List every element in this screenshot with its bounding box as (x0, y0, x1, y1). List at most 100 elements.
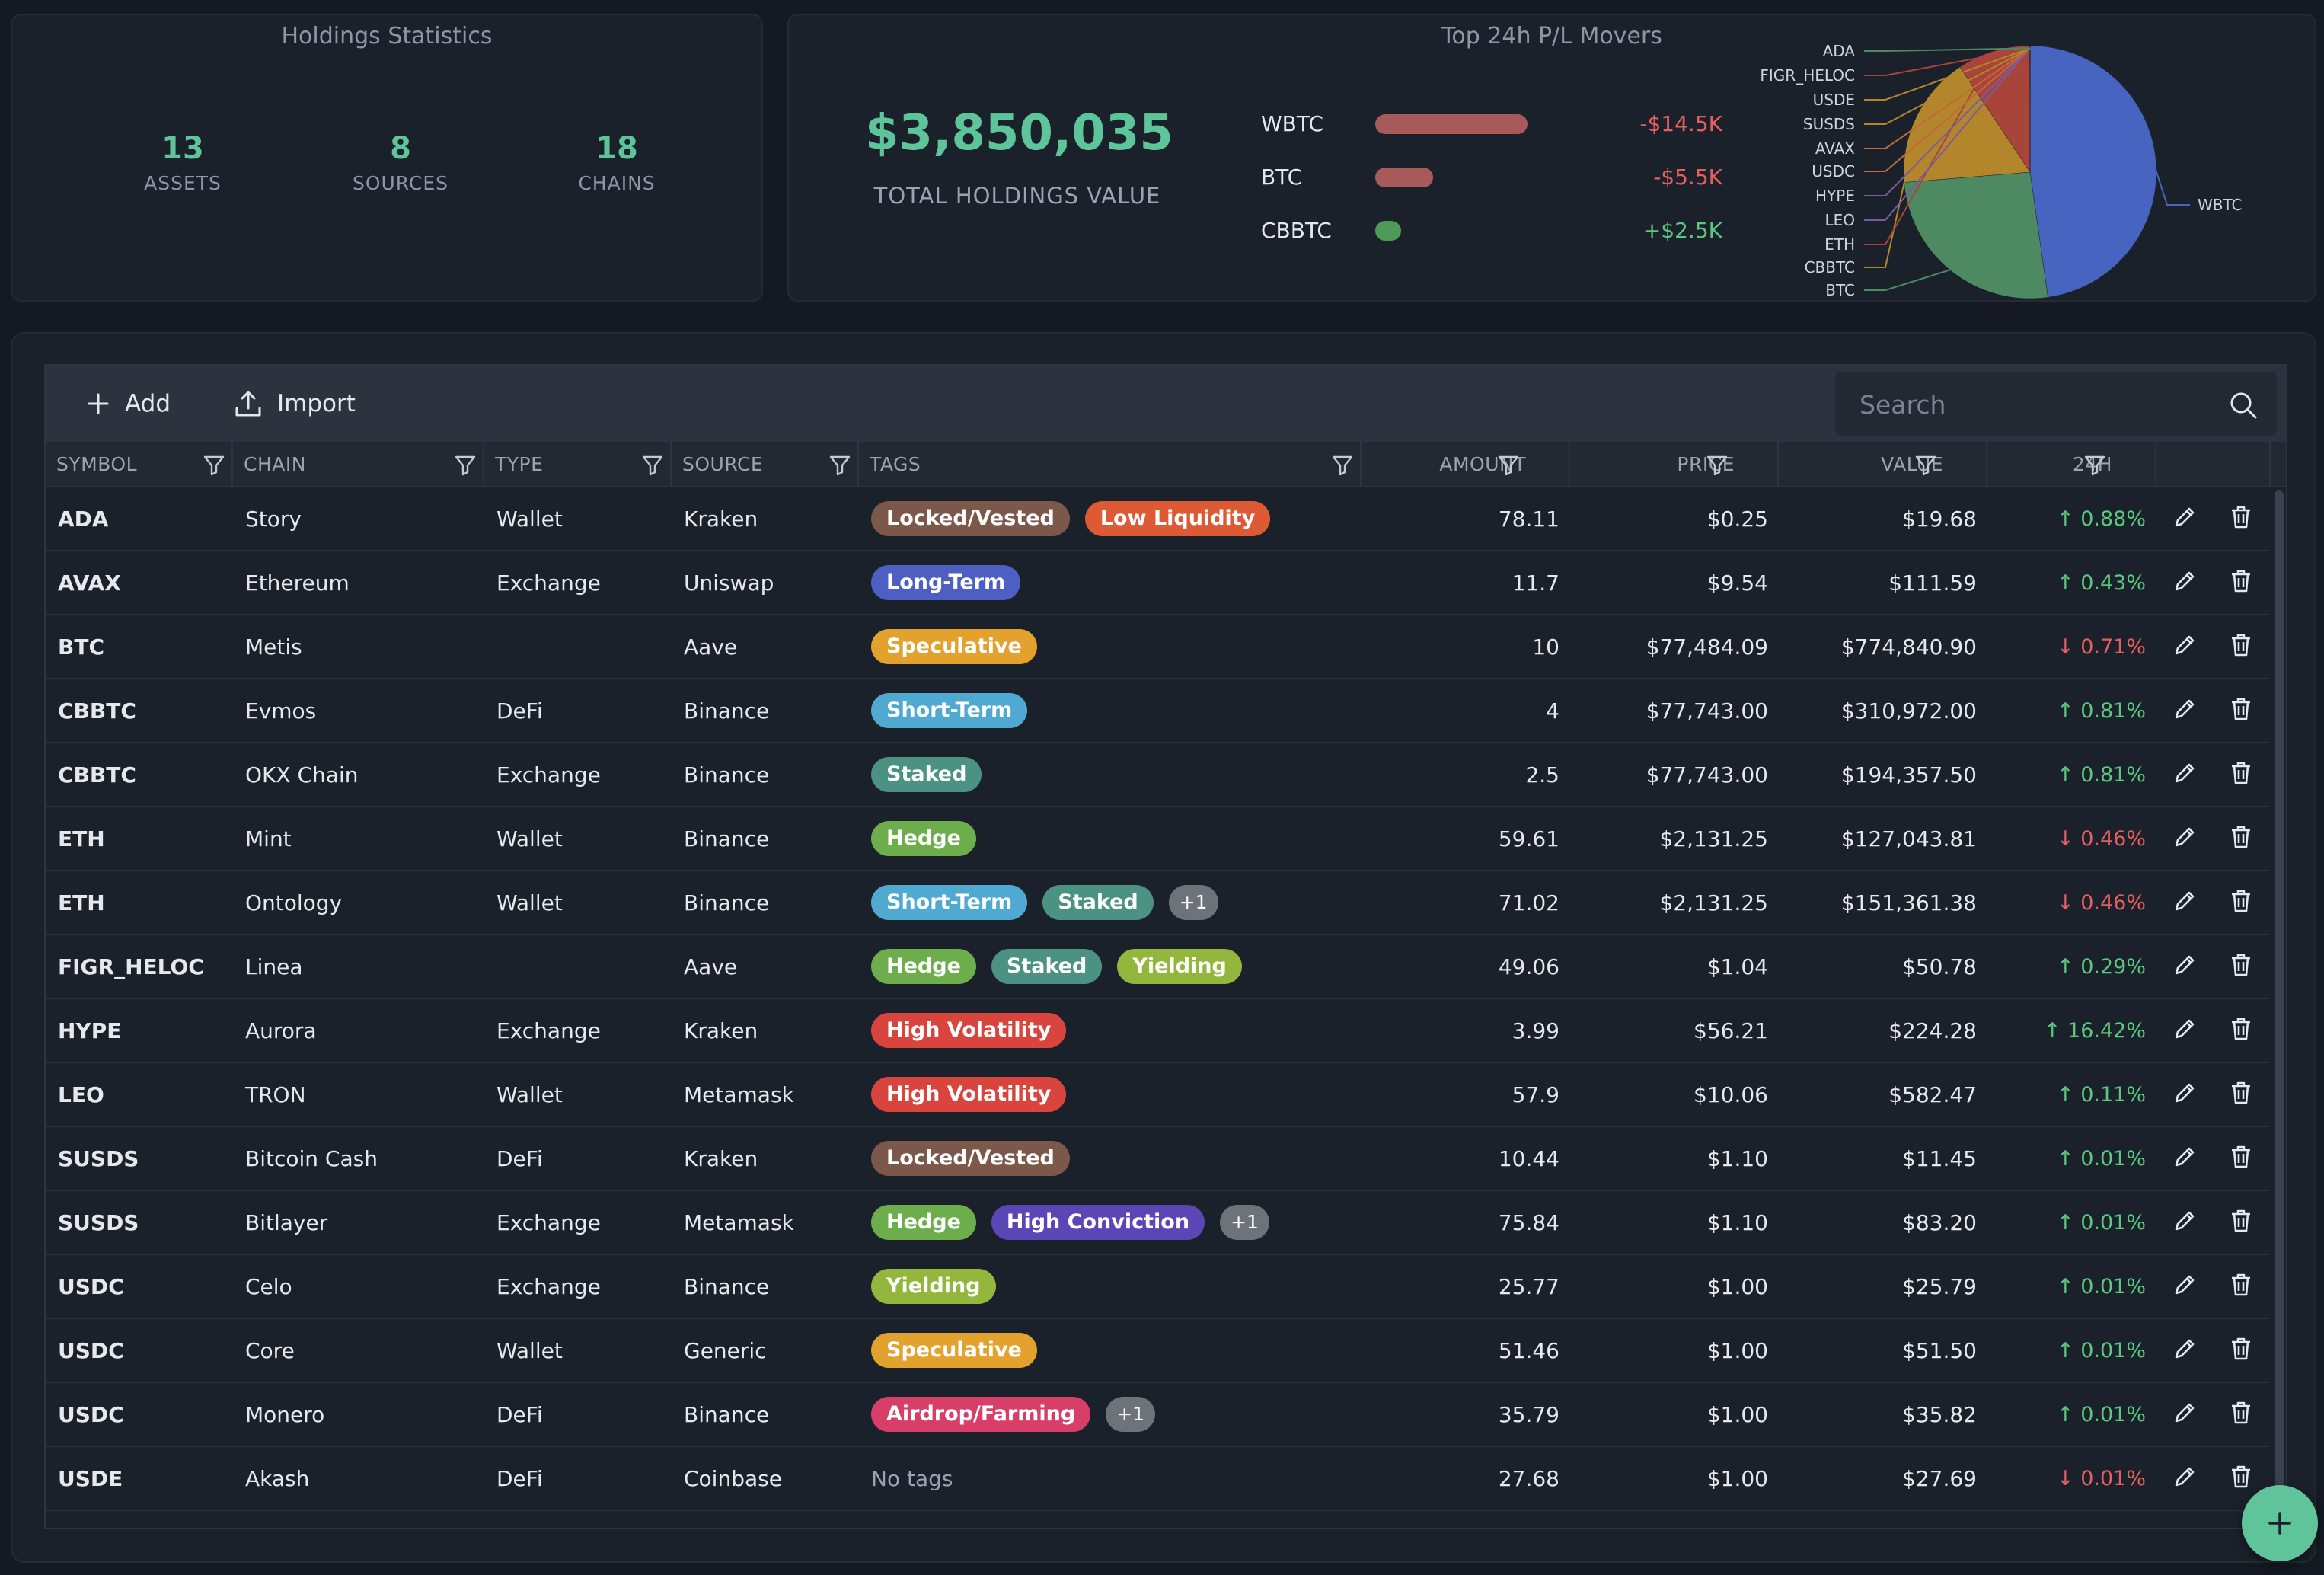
delete-icon[interactable] (2228, 760, 2254, 789)
add-button[interactable]: Add (85, 382, 171, 425)
tag-badge[interactable]: Low Liquidity (1084, 501, 1271, 536)
tag-badge[interactable]: Speculative (871, 1333, 1037, 1368)
table-row[interactable]: AVAX Ethereum Exchange Uniswap Long-Term 11.7… (46, 551, 2269, 615)
edit-icon[interactable] (2172, 1400, 2198, 1429)
more-tags-badge[interactable]: +1 (1106, 1397, 1156, 1432)
table-row[interactable]: BTC Metis Aave Speculative 10 $77,484.09 $774,… (46, 615, 2269, 679)
tag-badge[interactable]: Locked/Vested (871, 501, 1070, 536)
tag-badge[interactable]: Locked/Vested (871, 1141, 1070, 1176)
edit-icon[interactable] (2172, 888, 2198, 917)
table-row[interactable]: ETH Mint Wallet Binance Hedge 59.61 $2,131.25 $… (46, 807, 2269, 871)
delete-icon[interactable] (2228, 888, 2254, 917)
delete-icon[interactable] (2228, 1336, 2254, 1365)
filter-icon[interactable] (1706, 454, 1729, 477)
filter-icon[interactable] (2083, 454, 2106, 477)
table-row[interactable]: CBBTC Evmos DeFi Binance Short-Term 4 $77,743.… (46, 679, 2269, 743)
filter-icon[interactable] (828, 454, 851, 477)
edit-icon[interactable] (2172, 1144, 2198, 1173)
table-row[interactable]: FIGR_HELOC Linea Aave Hedge Staked Yielding 49… (46, 935, 2269, 999)
import-button[interactable]: Import (233, 382, 356, 425)
pie-slice[interactable] (2029, 45, 2157, 298)
edit-icon[interactable] (2172, 1208, 2198, 1237)
delete-icon[interactable] (2228, 632, 2254, 661)
tag-badge[interactable]: Staked (1042, 885, 1154, 920)
tag-badge[interactable]: Hedge (871, 821, 976, 856)
tag-badge[interactable]: High Volatility (871, 1077, 1067, 1112)
tag-badge[interactable]: Hedge (871, 1205, 976, 1240)
tag-badge[interactable]: High Volatility (871, 1013, 1067, 1048)
pie-slice[interactable] (1959, 45, 2031, 173)
edit-icon[interactable] (2172, 760, 2198, 789)
table-row[interactable]: SUSDS Bitcoin Cash DeFi Kraken Locked/Vested… (46, 1127, 2269, 1191)
edit-icon[interactable] (2172, 1464, 2198, 1493)
filter-icon[interactable] (1914, 454, 1937, 477)
table-scrollbar[interactable] (2272, 487, 2286, 1528)
filter-icon[interactable] (1497, 454, 1520, 477)
more-tags-badge[interactable]: +1 (1220, 1205, 1269, 1240)
floating-add-button[interactable] (2242, 1485, 2318, 1561)
tag-badge[interactable]: Airdrop/Farming (871, 1397, 1091, 1432)
table-row[interactable]: CBBTC OKX Chain Exchange Binance Staked 2.5 $7… (46, 743, 2269, 807)
edit-icon[interactable] (2172, 1272, 2198, 1301)
column-header-type[interactable]: TYPE (484, 442, 672, 486)
delete-icon[interactable] (2228, 1016, 2254, 1045)
pie-slice[interactable] (1904, 171, 2048, 299)
delete-icon[interactable] (2228, 1464, 2254, 1493)
table-row[interactable]: ETH Ontology Wallet Binance Short-Term Staked… (46, 871, 2269, 935)
delete-icon[interactable] (2228, 1400, 2254, 1429)
tag-badge[interactable]: Yielding (1117, 949, 1242, 984)
tag-badge[interactable]: Hedge (871, 949, 976, 984)
column-header-value[interactable]: VALUE (1779, 442, 1987, 486)
search-icon[interactable] (2228, 390, 2259, 420)
table-row[interactable]: HYPE Aurora Exchange Kraken High Volatility 3… (46, 999, 2269, 1063)
table-row[interactable]: USDE Akash DeFi Coinbase No tags 27.68 $1.00 $2… (46, 1447, 2269, 1511)
edit-icon[interactable] (2172, 1336, 2198, 1365)
pie-slice[interactable] (1903, 66, 2031, 183)
filter-icon[interactable] (641, 454, 664, 477)
edit-icon[interactable] (2172, 696, 2198, 725)
table-row[interactable]: USDC Core Wallet Generic Speculative 51.46 $1.… (46, 1319, 2269, 1383)
tag-badge[interactable]: Short-Term (871, 885, 1028, 920)
tag-badge[interactable]: Long-Term (871, 565, 1021, 600)
delete-icon[interactable] (2228, 504, 2254, 533)
delete-icon[interactable] (2228, 1144, 2254, 1173)
edit-icon[interactable] (2172, 1080, 2198, 1109)
filter-icon[interactable] (1331, 454, 1354, 477)
tag-badge[interactable]: Staked (871, 757, 982, 792)
tag-badge[interactable]: Staked (991, 949, 1103, 984)
delete-icon[interactable] (2228, 696, 2254, 725)
table-row[interactable]: USDC Celo Exchange Binance Yielding 25.77 $1.0… (46, 1255, 2269, 1319)
table-row[interactable]: SUSDS Bitlayer Exchange Metamask Hedge High C… (46, 1191, 2269, 1255)
column-header-symbol[interactable]: SYMBOL (46, 442, 233, 486)
delete-icon[interactable] (2228, 568, 2254, 597)
edit-icon[interactable] (2172, 568, 2198, 597)
edit-icon[interactable] (2172, 1016, 2198, 1045)
edit-icon[interactable] (2172, 824, 2198, 853)
delete-icon[interactable] (2228, 824, 2254, 853)
table-row[interactable]: ADA Story Wallet Kraken Locked/Vested Low Liq… (46, 487, 2269, 551)
delete-icon[interactable] (2228, 1208, 2254, 1237)
column-header-tags[interactable]: TAGS (859, 442, 1362, 486)
delete-icon[interactable] (2228, 1272, 2254, 1301)
delete-icon[interactable] (2228, 952, 2254, 981)
column-header-source[interactable]: SOURCE (672, 442, 859, 486)
edit-icon[interactable] (2172, 952, 2198, 981)
tag-badge[interactable]: High Conviction (991, 1205, 1205, 1240)
column-header-chain[interactable]: CHAIN (233, 442, 484, 486)
edit-icon[interactable] (2172, 504, 2198, 533)
edit-icon[interactable] (2172, 632, 2198, 661)
more-tags-badge[interactable]: +1 (1168, 885, 1218, 920)
table-row[interactable]: USDC Monero DeFi Binance Airdrop/Farming +1 35… (46, 1383, 2269, 1447)
filter-icon[interactable] (454, 454, 477, 477)
tag-badge[interactable]: Speculative (871, 629, 1037, 664)
column-header-24h[interactable]: 24H (1987, 442, 2156, 486)
scrollbar-thumb[interactable] (2275, 490, 2284, 1511)
search-input[interactable] (1858, 385, 2219, 423)
filter-icon[interactable] (203, 454, 225, 477)
column-header-price[interactable]: PRICE (1570, 442, 1779, 486)
column-header-amount[interactable]: AMOUNT (1362, 442, 1570, 486)
tag-badge[interactable]: Short-Term (871, 693, 1028, 728)
tag-badge[interactable]: Yielding (871, 1269, 996, 1304)
delete-icon[interactable] (2228, 1080, 2254, 1109)
table-row[interactable]: LEO TRON Wallet Metamask High Volatility 57.9… (46, 1063, 2269, 1127)
